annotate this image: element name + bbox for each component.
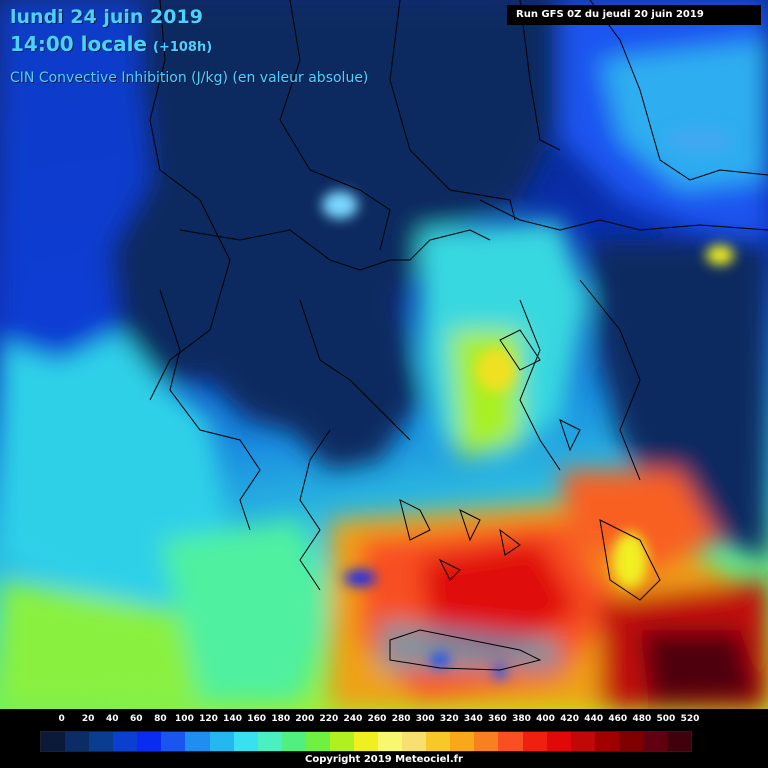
legend-tick-label: 400 bbox=[536, 714, 555, 724]
legend-tick-label: 460 bbox=[608, 714, 628, 724]
legend-tick-label: 260 bbox=[367, 714, 387, 724]
legend-swatch bbox=[546, 732, 571, 751]
legend-tick-label: 120 bbox=[199, 714, 218, 724]
legend-tick-label: 520 bbox=[680, 714, 700, 724]
legend-tick-label: 500 bbox=[656, 714, 676, 724]
legend-swatch bbox=[209, 732, 234, 751]
legend-swatch bbox=[402, 732, 427, 751]
borders bbox=[149, 0, 768, 671]
legend-swatch bbox=[89, 732, 114, 751]
legend-ticks: 0 20 40 60 80 100 120 140 160 180 200 220 240 260 280 3… bbox=[0, 714, 768, 728]
legend-swatch bbox=[257, 732, 282, 751]
legend-swatch bbox=[618, 732, 643, 751]
run-info-box: Run GFS 0Z du jeudi 20 juin 2019 bbox=[507, 5, 761, 25]
legend-swatch bbox=[667, 732, 692, 751]
legend-swatch bbox=[426, 732, 451, 751]
legend-swatch bbox=[65, 732, 90, 751]
legend-tick-label: 420 bbox=[560, 714, 580, 724]
legend-tick-label: 440 bbox=[584, 714, 604, 724]
parameter-title: CIN Convective Inhibition (J/kg) (en val… bbox=[10, 70, 369, 86]
legend-swatch bbox=[137, 732, 162, 751]
legend-swatch bbox=[474, 732, 499, 751]
legend-tick-label: 100 bbox=[175, 714, 194, 724]
legend-swatch bbox=[233, 732, 258, 751]
legend-tick-label: 320 bbox=[439, 714, 459, 724]
field-blobs bbox=[0, 0, 768, 710]
legend-tick-label: 360 bbox=[488, 714, 507, 724]
legend-tick-label: 480 bbox=[632, 714, 652, 724]
lead-time: (+108h) bbox=[153, 40, 213, 55]
legend-swatch bbox=[113, 732, 138, 751]
legend-tick-label: 160 bbox=[247, 714, 267, 724]
legend-swatch bbox=[41, 732, 66, 751]
legend-swatch bbox=[522, 732, 547, 751]
legend-tick-label: 60 bbox=[130, 714, 143, 724]
legend-swatch bbox=[594, 732, 619, 751]
copyright: Copyright 2019 Meteociel.fr bbox=[305, 754, 463, 765]
legend-tick-label: 220 bbox=[319, 714, 339, 724]
legend-tick-label: 140 bbox=[223, 714, 242, 724]
legend-swatch bbox=[185, 732, 210, 751]
field-details bbox=[322, 126, 734, 680]
legend-swatch bbox=[642, 732, 668, 751]
legend-swatch bbox=[570, 732, 595, 751]
legend-tick-label: 200 bbox=[295, 714, 315, 724]
legend-swatch bbox=[305, 732, 330, 751]
legend-tick-label: 80 bbox=[154, 714, 167, 724]
legend-tick-label: 240 bbox=[343, 714, 363, 724]
legend-color-bar bbox=[40, 731, 692, 752]
legend-tick-label: 20 bbox=[81, 714, 95, 724]
legend-swatch bbox=[354, 732, 379, 751]
legend-tick-label: 40 bbox=[105, 714, 119, 724]
legend-tick-label: 0 bbox=[58, 714, 65, 724]
legend-tick-label: 280 bbox=[391, 714, 411, 724]
legend-tick-label: 340 bbox=[463, 714, 483, 724]
legend-swatch bbox=[498, 732, 523, 751]
legend-swatch bbox=[161, 732, 186, 751]
forecast-date: lundi 24 juin 2019 bbox=[10, 6, 203, 28]
legend-tick-label: 380 bbox=[512, 714, 531, 724]
legend-swatch bbox=[329, 732, 355, 751]
forecast-time-text: 14:00 locale bbox=[10, 32, 147, 56]
forecast-time: 14:00 locale (+108h) bbox=[10, 32, 212, 56]
legend-tick-label: 180 bbox=[271, 714, 291, 724]
legend-swatch bbox=[450, 732, 475, 751]
legend-swatch bbox=[281, 732, 306, 751]
legend-tick-label: 300 bbox=[415, 714, 435, 724]
legend-swatch bbox=[378, 732, 403, 751]
